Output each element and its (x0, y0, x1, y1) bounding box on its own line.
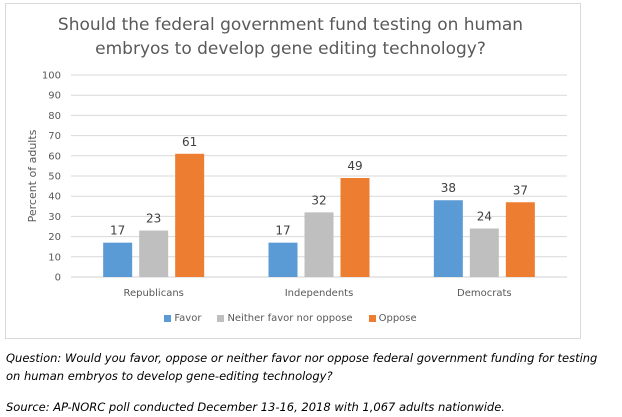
legend-item-favor: Favor (164, 313, 201, 324)
x-category-label-democrats: Democrats (457, 288, 512, 299)
legend-swatch-neither (217, 315, 225, 322)
y-tick-label-100: 100 (42, 71, 61, 82)
bar-democrats-neither-favor-nor-oppose (469, 228, 499, 277)
y-axis-ticks: 0 10 20 30 40 50 60 70 80 90 100 (42, 71, 61, 284)
legend-item-neither: Neither favor nor oppose (217, 313, 353, 324)
y-tick-label-40: 40 (48, 192, 61, 203)
bars (103, 153, 535, 277)
data-label-independents-neither-favor-nor-oppose: 32 (311, 193, 326, 207)
legend-label-neither: Neither favor nor oppose (227, 313, 353, 324)
data-label-independents-favor: 17 (275, 224, 290, 238)
data-label-independents-oppose: 49 (347, 159, 362, 173)
data-label-democrats-oppose: 37 (513, 183, 528, 197)
y-tick-label-60: 60 (48, 151, 61, 162)
x-axis-categories: Republicans Independents Democrats (123, 288, 511, 299)
bar-republicans-neither-favor-nor-oppose (139, 230, 169, 277)
legend-label-oppose: Oppose (378, 313, 417, 324)
y-tick-label-30: 30 (48, 212, 61, 223)
legend-swatch-favor (164, 315, 172, 322)
question-note: Question: Would you favor, oppose or nei… (6, 349, 597, 385)
bar-independents-oppose (340, 178, 370, 277)
data-label-republicans-oppose: 61 (182, 135, 197, 149)
bar-republicans-oppose (175, 153, 205, 277)
bar-democrats-favor (433, 200, 463, 277)
legend-item-oppose: Oppose (368, 313, 417, 324)
bar-independents-neither-favor-nor-oppose (304, 212, 334, 277)
bar-democrats-oppose (505, 202, 535, 277)
data-labels: 17 23 61 17 32 49 38 24 37 (110, 135, 528, 238)
x-category-label-independents: Independents (285, 288, 354, 299)
x-category-label-republicans: Republicans (123, 288, 183, 299)
data-label-republicans-neither-favor-nor-oppose: 23 (146, 212, 161, 226)
data-label-democrats-favor: 38 (441, 181, 456, 195)
y-axis-label: Percent of adults (26, 129, 39, 222)
data-label-democrats-neither-favor-nor-oppose: 24 (477, 210, 492, 224)
legend-swatch-oppose (368, 315, 376, 322)
chart-frame (5, 3, 581, 339)
chart-title-line-1: Should the federal government fund testi… (57, 15, 524, 35)
bar-independents-favor (268, 242, 298, 277)
question-line-1: Question: Would you favor, oppose or nei… (6, 351, 598, 365)
question-line-2: on human embryos to develop gene-editing… (6, 369, 333, 383)
y-tick-label-50: 50 (48, 172, 61, 183)
y-tick-label-0: 0 (55, 273, 61, 284)
bar-republicans-favor (103, 242, 133, 277)
y-tick-label-80: 80 (48, 111, 61, 122)
legend-label-favor: Favor (174, 313, 202, 324)
source-note: Source: AP-NORC poll conducted December … (6, 400, 505, 414)
y-tick-label-10: 10 (48, 252, 61, 263)
y-tick-label-70: 70 (48, 131, 61, 142)
data-label-republicans-favor: 17 (110, 224, 125, 238)
chart-title: Should the federal government fund testi… (0, 13, 581, 61)
y-tick-label-90: 90 (48, 91, 61, 102)
legend: Favor Neither favor nor oppose Oppose (0, 313, 581, 324)
chart-title-line-2: embryos to develop gene editing technolo… (95, 39, 486, 59)
y-tick-label-20: 20 (48, 232, 61, 243)
